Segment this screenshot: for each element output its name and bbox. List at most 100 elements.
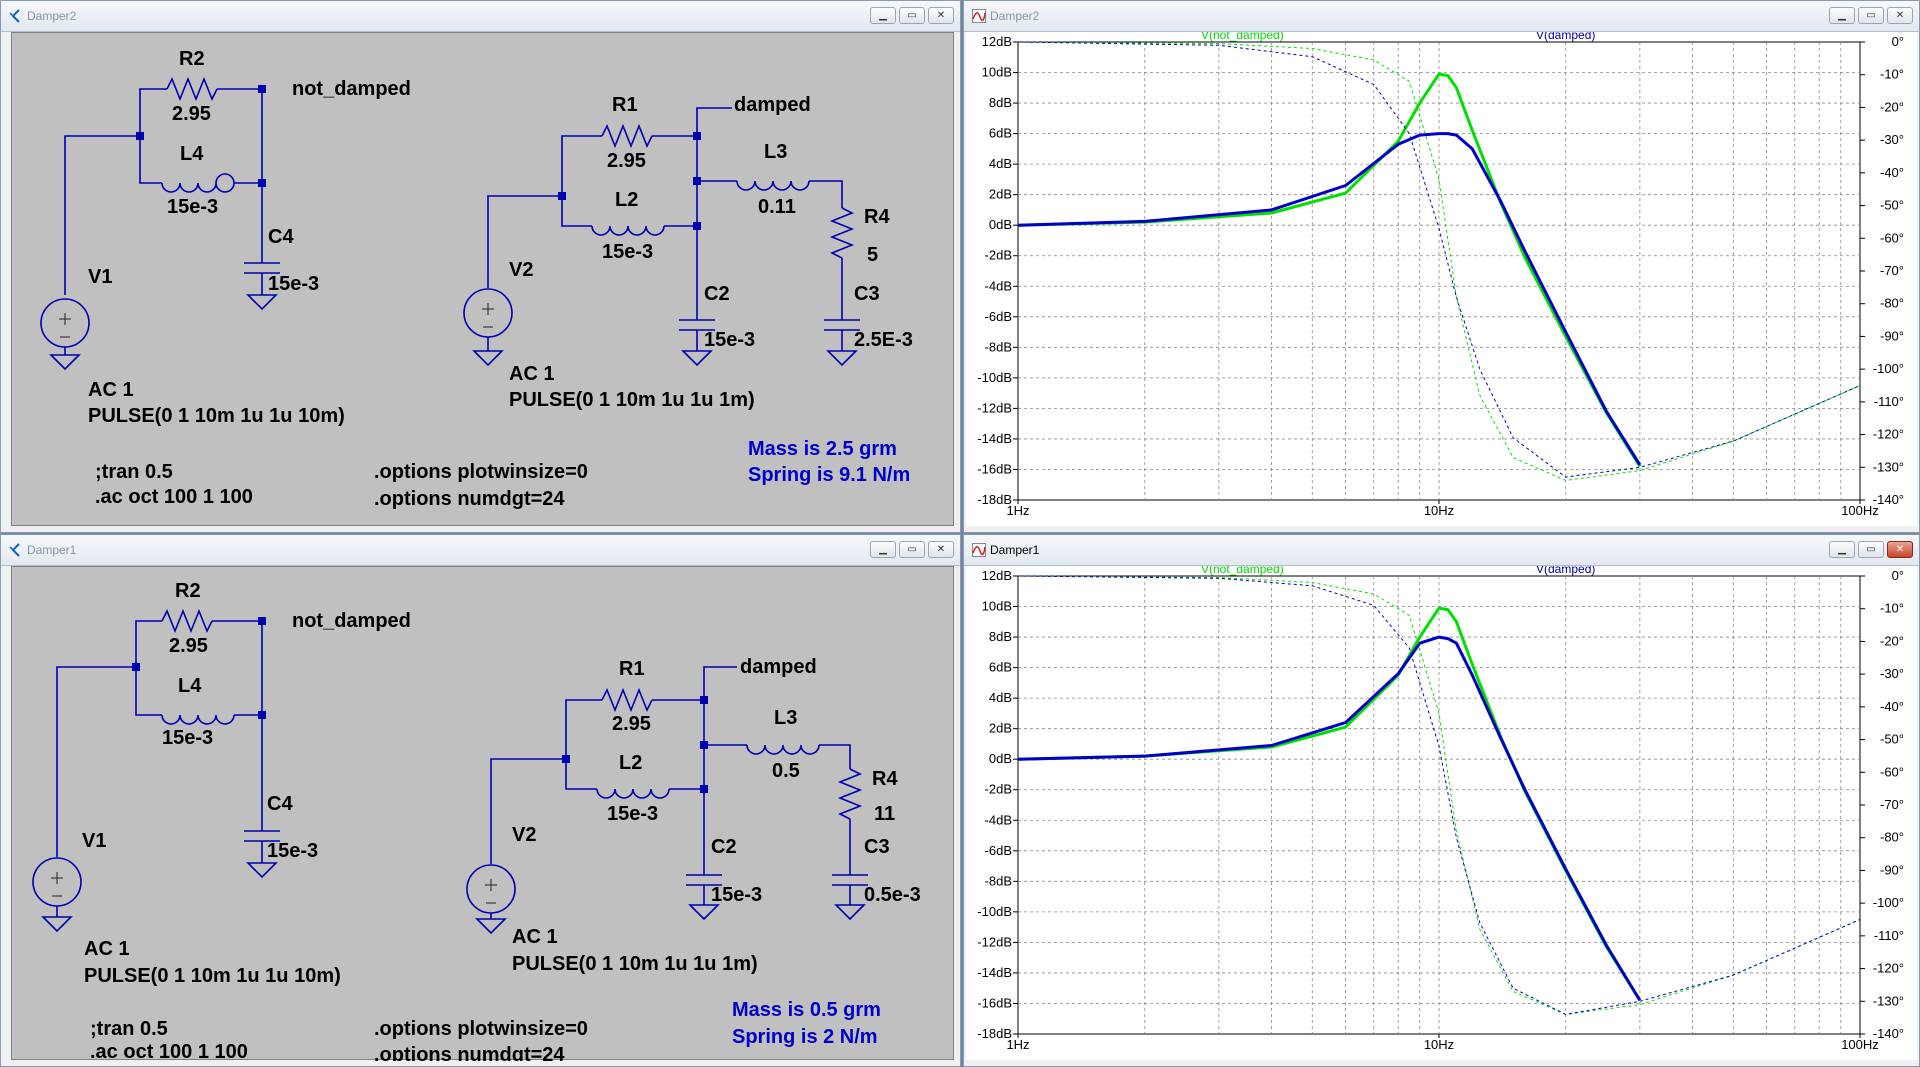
c2-name: C2 <box>704 283 730 305</box>
net-damped: damped <box>740 656 817 678</box>
maximize-button[interactable]: ▭ <box>899 7 925 24</box>
directive-tran: ;tran 0.5 <box>95 461 173 483</box>
r2-value: 2.95 <box>172 103 211 125</box>
schematic-window-damper1[interactable]: Damper1 ▁ ▭ ✕ <box>0 534 961 1067</box>
y-tick-label-right: -20° <box>1880 633 1904 648</box>
title-bar[interactable]: Damper1 ▁ ▭ ✕ <box>1 535 960 566</box>
l4-value: 15e-3 <box>167 196 218 218</box>
v1-name: V1 <box>88 266 112 288</box>
c4-name: C4 <box>267 793 293 815</box>
close-button[interactable]: ✕ <box>928 7 954 24</box>
waveform-icon <box>972 543 986 557</box>
y-tick-label-right: -40° <box>1880 699 1904 714</box>
r4-value: 5 <box>867 244 878 266</box>
y-tick-label-left: 10dB <box>982 599 1012 614</box>
legend-damped: V(damped) <box>1536 566 1595 576</box>
c2-value: 15e-3 <box>711 884 762 906</box>
r1-name: R1 <box>619 658 645 680</box>
window-title: Damper1 <box>990 543 1040 557</box>
v2-ac: AC 1 <box>509 363 555 385</box>
close-button[interactable]: ✕ <box>1887 7 1913 24</box>
plot-window-damper2[interactable]: Damper2 ▁ ▭ ✕ 12dB 10dB 8dB 6dB 4dB 2dB 0dB -2d… <box>963 0 1920 533</box>
c3-value: 0.5e-3 <box>864 884 921 906</box>
title-bar[interactable]: Damper2 ▁ ▭ ✕ <box>964 1 1919 32</box>
v2-ac: AC 1 <box>512 926 558 948</box>
close-button[interactable]: ✕ <box>928 541 954 558</box>
close-button[interactable]: ✕ <box>1887 541 1913 558</box>
maximize-button[interactable]: ▭ <box>899 541 925 558</box>
plot-area-damper1[interactable]: 12dB 10dB 8dB 6dB 4dB 2dB 0dB -2dB -4dB -6dB -8dB -… <box>966 562 1917 1062</box>
minimize-button[interactable]: ▁ <box>870 541 896 558</box>
minimize-button[interactable]: ▁ <box>870 7 896 24</box>
minimize-icon: ▁ <box>879 10 887 21</box>
legend-not-damped: V(not_damped) <box>1201 566 1284 576</box>
l2-value: 15e-3 <box>602 241 653 263</box>
not-damped-magnitude-trace <box>1017 72 1642 468</box>
y-tick-label-left: 0dB <box>989 751 1012 766</box>
c3-value: 2.5E-3 <box>854 329 913 351</box>
close-icon: ✕ <box>936 544 946 555</box>
schematic-icon <box>9 543 20 557</box>
legend-not-damped: V(not_damped) <box>1201 32 1284 42</box>
schematic-canvas-damper2[interactable]: R2 2.95 L4 15e-3 C4 15e-3 V1 not_damped … <box>11 32 954 526</box>
r1-name: R1 <box>612 94 638 116</box>
maximize-button[interactable]: ▭ <box>1858 7 1884 24</box>
plot-window-damper1[interactable]: Damper1 ▁ ▭ ✕ 12dB 10dB 8dB 6dB 4dB 2dB 0dB -2d… <box>963 534 1920 1067</box>
directive-numdgt: .options numdgt=24 <box>374 488 565 510</box>
schematic-canvas-damper1[interactable]: R2 2.95 L4 15e-3 C4 15e-3 V1 not_damped … <box>11 566 954 1066</box>
spring-note: Spring is 2 N/m <box>732 1026 878 1048</box>
y-tick-label-right: -10° <box>1880 601 1904 616</box>
bode-plot-damper1[interactable]: 12dB 10dB 8dB 6dB 4dB 2dB 0dB -2dB -4dB -6dB -8dB -… <box>966 562 1915 1062</box>
y-tick-label-left: -2dB <box>985 248 1012 263</box>
close-icon: ✕ <box>1895 544 1905 555</box>
net-not-damped: not_damped <box>292 610 411 632</box>
y-tick-label-right: -140° <box>1873 492 1904 507</box>
schematic-icon <box>9 9 20 23</box>
y-tick-label-left: -16dB <box>977 461 1012 476</box>
bode-plot-damper2[interactable]: 12dB 10dB 8dB 6dB 4dB 2dB 0dB -2dB -4dB -6dB -8dB -… <box>966 28 1915 528</box>
l3-value: 0.5 <box>772 760 800 782</box>
y-tick-label-right: -120° <box>1873 961 1904 976</box>
l4-name: L4 <box>178 675 202 697</box>
y-tick-label-right: -70° <box>1880 263 1904 278</box>
x-tick-label: 100Hz <box>1841 1037 1879 1052</box>
y-tick-label-left: -14dB <box>977 965 1012 980</box>
c3-name: C3 <box>854 283 880 305</box>
y-tick-label-right: -100° <box>1873 895 1904 910</box>
y-tick-label-left: -18dB <box>977 1026 1012 1041</box>
title-bar[interactable]: Damper2 ▁ ▭ ✕ <box>1 1 960 32</box>
r1-value: 2.95 <box>612 713 651 735</box>
maximize-button[interactable]: ▭ <box>1858 541 1884 558</box>
y-tick-label-right: -10° <box>1880 67 1904 82</box>
damped-magnitude-trace <box>1017 132 1642 466</box>
y-tick-label-right: 0° <box>1892 34 1904 49</box>
plot-area-damper2[interactable]: 12dB 10dB 8dB 6dB 4dB 2dB 0dB -2dB -4dB -6dB -8dB -… <box>966 28 1917 528</box>
close-icon: ✕ <box>1895 10 1905 21</box>
title-bar[interactable]: Damper1 ▁ ▭ ✕ <box>964 535 1919 566</box>
y-tick-label-left: -4dB <box>985 812 1012 827</box>
x-tick-label: 1Hz <box>1006 503 1029 518</box>
y-tick-label-left: -2dB <box>985 782 1012 797</box>
v1-pulse: PULSE(0 1 10m 1u 1u 10m) <box>88 405 345 427</box>
net-damped: damped <box>734 94 811 116</box>
c4-name: C4 <box>268 226 294 248</box>
minimize-button[interactable]: ▁ <box>1829 7 1855 24</box>
y-tick-label-left: -10dB <box>977 370 1012 385</box>
c4-value: 15e-3 <box>268 273 319 295</box>
schematic-window-damper2[interactable]: Damper2 ▁ ▭ ✕ <box>0 0 961 533</box>
y-tick-label-left: 6dB <box>989 126 1012 141</box>
c2-name: C2 <box>711 836 737 858</box>
y-tick-label-left: -6dB <box>985 843 1012 858</box>
x-tick-label: 1Hz <box>1006 1037 1029 1052</box>
y-tick-label-right: -20° <box>1880 99 1904 114</box>
minimize-button[interactable]: ▁ <box>1829 541 1855 558</box>
y-tick-label-right: -120° <box>1873 427 1904 442</box>
directive-numdgt: .options numdgt=24 <box>374 1044 565 1061</box>
y-tick-label-right: -30° <box>1880 666 1904 681</box>
y-tick-label-right: -90° <box>1880 328 1904 343</box>
y-tick-label-left: -12dB <box>977 934 1012 949</box>
mass-note: Mass is 0.5 grm <box>732 999 881 1021</box>
maximize-icon: ▭ <box>1866 10 1876 21</box>
y-tick-label-left: -16dB <box>977 995 1012 1010</box>
r2-value: 2.95 <box>169 635 208 657</box>
